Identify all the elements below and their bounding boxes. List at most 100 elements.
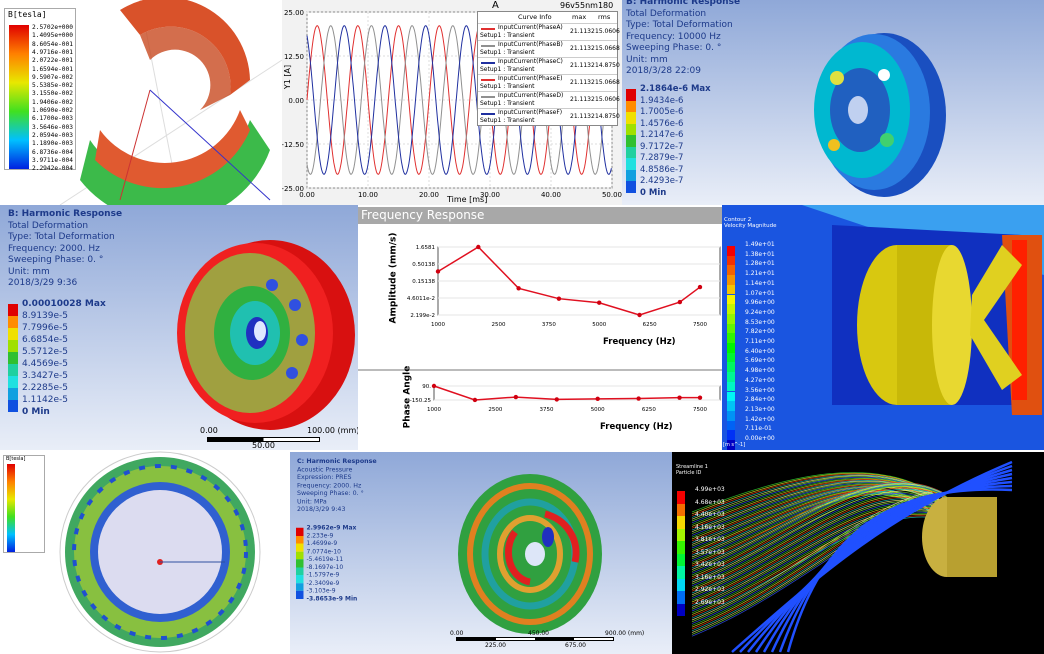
cfd-velocity-panel: Contour 2 Velocity Magnitude 1.49e+01 1.38…: [722, 205, 1044, 450]
legend-value: 4.27e+00: [745, 376, 775, 384]
legend-header-max: max: [572, 13, 587, 21]
streamline: [691, 487, 950, 579]
legend-swatch: [8, 316, 18, 328]
legend-swatch: [677, 603, 685, 616]
legend-value: 1.07e+01: [745, 289, 775, 297]
legend-value: 2.84e+00: [745, 396, 775, 404]
legend-value: -3.8653e-9 Min: [306, 594, 358, 602]
magnet-model-view: [59, 0, 282, 205]
x-tick-label: 1000: [431, 322, 445, 328]
streamline: [691, 497, 937, 592]
data-point: [513, 394, 519, 400]
legend-value: 3.81e+03: [695, 536, 725, 543]
legend-row[interactable]: InputCurrent(PhaseF) Setup1 : Transient 21…: [478, 108, 620, 125]
streamline: [691, 483, 948, 540]
series-line: [433, 385, 700, 401]
curve-name: InputCurrent(PhaseA): [498, 24, 563, 31]
amplitude-x-label: Frequency (Hz): [603, 337, 676, 347]
legend-row[interactable]: InputCurrent(PhaseE) Setup1 : Transient 21…: [478, 74, 620, 91]
legend-swatch: [296, 582, 304, 591]
legend-value: 7.82e+00: [745, 328, 775, 336]
result-info-line: Type: Total Deformation: [8, 232, 115, 242]
legend-swatch: [626, 158, 636, 170]
scale-right: 100.00 (mm): [307, 426, 358, 435]
result-info-line: Total Deformation: [8, 220, 89, 231]
legend-value: 0 Min: [640, 187, 667, 198]
legend-value: 2.2942e-004: [32, 165, 73, 173]
streamline: [691, 485, 948, 576]
streamline: [691, 487, 933, 549]
streamline: [691, 482, 946, 536]
legend-swatch: [727, 313, 735, 324]
curve-max: 21.1132: [570, 28, 595, 35]
legend-value: 5.5385e-002: [32, 82, 73, 90]
legend-swatch: [8, 388, 18, 400]
legend-value: -8.1697e-10: [306, 563, 344, 571]
panel-title: Frequency Response: [361, 208, 485, 222]
x-tick-label: 2500: [488, 407, 502, 413]
legend-value: 2.0722e-001: [32, 57, 73, 65]
scale-mid: 50.00: [252, 441, 275, 450]
legend-swatch: [677, 591, 685, 604]
fan-model-view: [802, 205, 1044, 415]
scale-right: 900.00 (mm): [605, 630, 645, 637]
result-info-line: Frequency: 2000. Hz: [297, 482, 362, 490]
acoustic-pressure-panel: C: Harmonic Response Acoustic Pressure Exp…: [290, 452, 672, 654]
legend-line-swatch: [481, 79, 495, 81]
legend-row[interactable]: InputCurrent(PhaseA) Setup1 : Transient 21…: [478, 23, 620, 40]
legend-value: 2.9962e-9 Max: [306, 524, 357, 531]
result-info: C: Harmonic Response Acoustic Pressure Exp…: [297, 458, 377, 514]
curve-max: 21.1132: [570, 62, 595, 69]
legend-value: 4.8586e-7: [640, 164, 684, 175]
legend-row[interactable]: InputCurrent(PhaseD) Setup1 : Transient 21…: [478, 91, 620, 108]
streamline: [691, 473, 935, 516]
streamline: [691, 485, 947, 574]
data-point: [597, 300, 602, 305]
result-info-line: Unit: mm: [8, 266, 50, 277]
legend-value: 2.2285e-5: [22, 383, 69, 393]
legend-value: 0.00010028 Max: [22, 299, 106, 309]
legend-value: 9.24e+00: [745, 308, 775, 316]
data-point: [472, 397, 478, 403]
x-tick-label: 50.00: [602, 191, 622, 199]
legend-unit: [m s^-1]: [723, 442, 746, 448]
legend-swatch: [727, 304, 735, 314]
legend-swatch: [296, 535, 304, 544]
curve-info-legend[interactable]: Curve Info max rms InputCurrent(PhaseA) S…: [477, 11, 620, 126]
ring-flux-panel: B[tesla]: [0, 450, 290, 654]
streamline: [691, 490, 952, 583]
y-tick-label: 0.15138: [412, 279, 435, 285]
legend-row[interactable]: InputCurrent(PhaseC) Setup1 : Transient 21…: [478, 57, 620, 74]
legend-value: 8.6054e-001: [32, 40, 73, 48]
curve-name: InputCurrent(PhaseB): [498, 41, 563, 48]
legend-line-swatch: [481, 45, 495, 47]
legend-swatch: [677, 541, 685, 554]
legend-swatch: [626, 123, 636, 135]
legend-swatch: [727, 246, 735, 256]
data-point: [677, 395, 682, 400]
legend-row[interactable]: InputCurrent(PhaseB) Setup1 : Transient 21…: [478, 40, 620, 57]
project-name: 96v55nm180: [560, 1, 614, 10]
legend-swatch: [296, 575, 304, 583]
y-tick-label: 1.6581: [416, 245, 435, 251]
streamline: [691, 512, 949, 614]
legend-value: 1.6594e-001: [32, 65, 73, 73]
streamline: [786, 488, 1013, 653]
legend-swatch: [727, 381, 735, 392]
legend-value: 2.69e+03: [695, 598, 725, 606]
series-line: [306, 25, 612, 175]
legend-swatch: [8, 340, 18, 352]
legend-swatch: [727, 440, 735, 450]
scale-q1: 225.00: [485, 642, 506, 649]
streamline: [691, 489, 935, 552]
result-title: B: Harmonic Response: [8, 209, 123, 219]
legend-swatch: [727, 275, 735, 285]
streamline: [691, 511, 948, 612]
data-point: [516, 286, 521, 291]
streamline: [691, 486, 951, 545]
frequency-response-charts: 1.6581 0.50138 0.15138 4.6011e-2 2.199e-2 100…: [358, 244, 722, 413]
legend-value: 4.98e+00: [745, 367, 775, 375]
legend-value: 9.5907e-002: [32, 73, 73, 81]
legend-value: 1.9434e-6: [640, 95, 684, 106]
streamline: [691, 498, 938, 594]
